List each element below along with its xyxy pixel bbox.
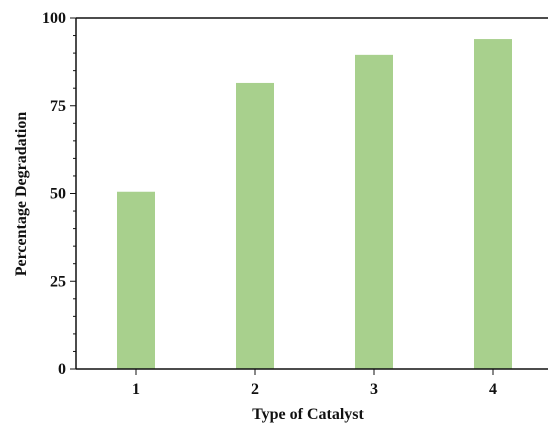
- x-axis-title: Type of Catalyst: [252, 406, 364, 423]
- bar-4: [474, 39, 512, 370]
- x-tick-label: 1: [132, 381, 140, 398]
- x-tick-label: 2: [251, 381, 259, 398]
- y-tick-label: 100: [42, 10, 66, 27]
- bar-3: [355, 54, 393, 369]
- bars-layer: [117, 39, 512, 370]
- x-tick-label: 3: [370, 381, 378, 398]
- y-tick-label: 50: [50, 186, 66, 203]
- y-tick-label: 0: [58, 361, 66, 378]
- y-axis-title: Percentage Degradation: [13, 112, 30, 277]
- axes-layer: 0 25 50 75 100 1 2 3 4: [42, 10, 548, 398]
- bar-2: [236, 82, 274, 369]
- y-tick-label: 25: [50, 273, 66, 290]
- bar-1: [117, 191, 155, 369]
- x-tick-label: 4: [489, 381, 497, 398]
- y-tick-label: 75: [50, 98, 66, 115]
